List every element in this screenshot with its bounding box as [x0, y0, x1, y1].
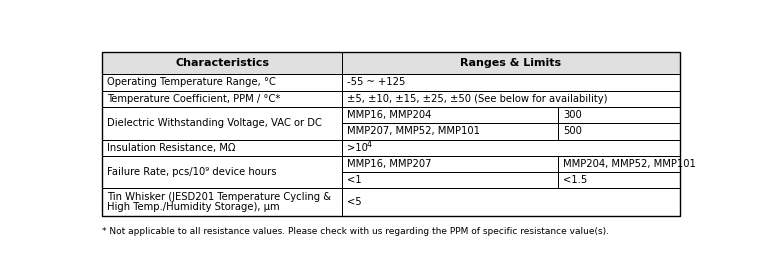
Text: Tin Whisker (JESD201 Temperature Cycling &: Tin Whisker (JESD201 Temperature Cycling…	[107, 192, 331, 202]
Text: <1: <1	[346, 175, 362, 185]
Bar	[342, 123, 559, 140]
Bar	[102, 107, 342, 140]
Bar	[342, 52, 680, 74]
Bar	[102, 52, 342, 74]
Bar	[102, 140, 342, 156]
Bar	[102, 91, 342, 107]
Text: 4: 4	[367, 140, 372, 149]
Text: 300: 300	[563, 110, 582, 120]
Text: Insulation Resistance, MΩ: Insulation Resistance, MΩ	[107, 143, 236, 153]
Bar	[559, 107, 680, 123]
Text: <5: <5	[346, 197, 362, 207]
Text: Characteristics: Characteristics	[175, 58, 269, 68]
Text: >10: >10	[346, 143, 368, 153]
Bar	[342, 52, 680, 74]
Bar	[342, 74, 680, 91]
Bar	[342, 107, 559, 123]
Bar	[102, 188, 342, 216]
Text: High Temp./Humidity Storage), μm: High Temp./Humidity Storage), μm	[107, 202, 280, 212]
Text: MMP207, MMP52, MMP101: MMP207, MMP52, MMP101	[346, 126, 480, 136]
Bar	[559, 156, 680, 172]
Text: ±5, ±10, ±15, ±25, ±50 (See below for availability): ±5, ±10, ±15, ±25, ±50 (See below for av…	[346, 94, 607, 104]
Text: -55 ~ +125: -55 ~ +125	[346, 78, 405, 87]
Bar	[102, 74, 342, 91]
Bar	[342, 156, 559, 172]
Bar	[342, 188, 680, 216]
Bar	[342, 91, 680, 107]
Bar	[102, 156, 342, 188]
Bar	[559, 172, 680, 188]
Bar	[342, 172, 559, 188]
Text: MMP16, MMP204: MMP16, MMP204	[346, 110, 431, 120]
Text: <1.5: <1.5	[563, 175, 588, 185]
Text: 500: 500	[563, 126, 582, 136]
Bar	[559, 123, 680, 140]
Text: Ranges & Limits: Ranges & Limits	[460, 58, 562, 68]
Text: MMP16, MMP207: MMP16, MMP207	[346, 159, 431, 169]
Text: MMP204, MMP52, MMP101: MMP204, MMP52, MMP101	[563, 159, 696, 169]
Bar	[102, 52, 342, 74]
Text: Temperature Coefficient, PPM / °C*: Temperature Coefficient, PPM / °C*	[107, 94, 281, 104]
Text: Dielectric Withstanding Voltage, VAC or DC: Dielectric Withstanding Voltage, VAC or …	[107, 118, 322, 128]
Text: Operating Temperature Range, °C: Operating Temperature Range, °C	[107, 78, 276, 87]
Text: Failure Rate, pcs/10⁹ device hours: Failure Rate, pcs/10⁹ device hours	[107, 167, 277, 177]
Text: * Not applicable to all resistance values. Please check with us regarding the PP: * Not applicable to all resistance value…	[102, 227, 610, 236]
Bar	[102, 52, 680, 216]
Bar	[342, 140, 680, 156]
